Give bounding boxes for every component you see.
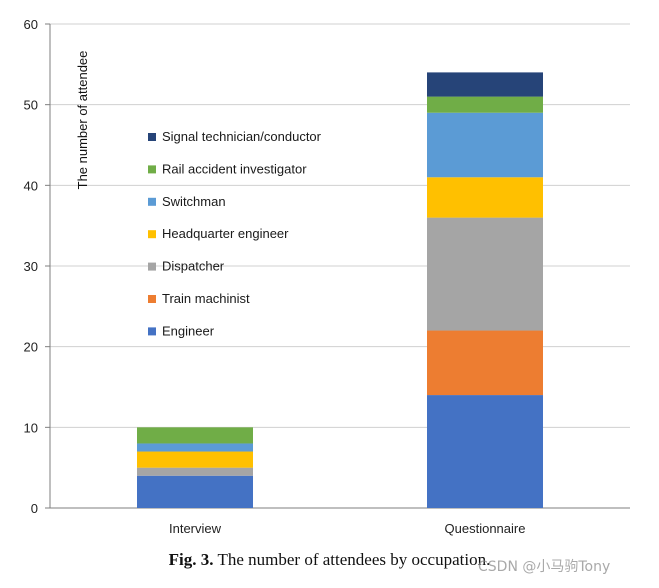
bar-segment [427, 112, 543, 178]
watermark: CSDN @小马驹Tony [478, 559, 611, 575]
bar-segment [427, 395, 543, 508]
legend-label: Rail accident investigator [162, 161, 307, 176]
y-tick-label: 0 [31, 501, 38, 516]
y-tick-label: 50 [24, 98, 38, 113]
legend-swatch [148, 230, 156, 239]
stacked-bar-chart: 0 10 20 30 40 50 60 Interview Questionnaire Sign… [24, 17, 630, 536]
y-tick-label: 30 [24, 259, 38, 274]
legend-swatch [148, 262, 156, 271]
caption-text: The number of attendees by occupation. [213, 550, 491, 569]
legend-item: Switchman [148, 194, 226, 209]
legend-item: Rail accident investigator [148, 161, 307, 176]
x-tick-label: Questionnaire [445, 521, 526, 536]
bar-segment [137, 467, 253, 476]
caption-label: Fig. 3. [168, 550, 214, 569]
bar-segment [137, 451, 253, 468]
bar-segment [137, 443, 253, 452]
legend-label: Headquarter engineer [162, 226, 289, 241]
legend-item: Signal technician/conductor [148, 129, 322, 144]
y-tick-label: 60 [24, 17, 38, 32]
legend-label: Dispatcher [162, 259, 225, 274]
legend-item: Headquarter engineer [148, 226, 289, 241]
legend-item: Dispatcher [148, 259, 225, 274]
bar-segment [427, 96, 543, 113]
bar-segment [137, 475, 253, 508]
legend-item: Engineer [148, 323, 215, 338]
bar-segment [427, 217, 543, 331]
legend-swatch [148, 133, 156, 141]
bar-segment [427, 177, 543, 218]
y-tick-label: 10 [24, 420, 38, 435]
legend-swatch [148, 327, 156, 336]
bar-segment [427, 72, 543, 97]
legend-label: Engineer [162, 323, 215, 338]
y-tick-label: 40 [24, 178, 38, 193]
legend-swatch [148, 295, 156, 303]
bars [137, 72, 543, 508]
legend-swatch [148, 165, 156, 174]
legend-label: Signal technician/conductor [162, 129, 322, 144]
chart-container: 0 10 20 30 40 50 60 Interview Questionnaire Sign… [24, 17, 630, 536]
legend-item: Train machinist [148, 291, 250, 306]
legend-label: Train machinist [162, 291, 250, 306]
x-tick-label: Interview [169, 521, 222, 536]
legend-swatch [148, 197, 156, 206]
bar-segment [427, 330, 543, 396]
y-tick-label: 20 [24, 340, 38, 355]
bar-segment [137, 427, 253, 444]
y-axis-label: The number of attendee [75, 51, 90, 190]
legend-label: Switchman [162, 194, 226, 209]
figure-caption: Fig. 3. The number of attendees by occup… [0, 550, 659, 570]
legend: Signal technician/conductor Rail accident… [148, 129, 322, 338]
